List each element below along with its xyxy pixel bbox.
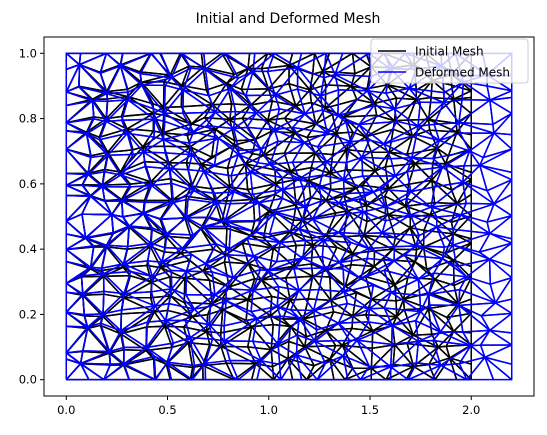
- x-tick-label: 1.0: [260, 403, 278, 417]
- y-tick-label: 0.2: [19, 307, 37, 321]
- deformed-mesh-element: [202, 52, 227, 71]
- deformed-mesh-element: [160, 52, 183, 79]
- legend-label-initial-mesh: Initial Mesh: [415, 45, 484, 59]
- x-tick-label: 0.0: [57, 403, 75, 417]
- y-tick-label: 0.6: [19, 177, 37, 191]
- y-tick-label: 1.0: [19, 46, 37, 60]
- axes-border: [43, 36, 535, 397]
- deformed-mesh-element: [252, 52, 276, 72]
- deformed-mesh-element: [78, 52, 108, 66]
- x-tick-label: 1.5: [361, 403, 379, 417]
- legend-box: [370, 38, 529, 84]
- plot-area: [65, 52, 513, 381]
- legend-label-deformed-mesh: Deformed Mesh: [415, 66, 510, 80]
- y-axis: 0.0 0.2 0.4 0.6 0.8 1.0: [19, 46, 44, 387]
- x-tick-label: 0.5: [158, 403, 176, 417]
- y-tick-label: 0.8: [19, 112, 37, 126]
- x-axis: 0.0 0.5 1.0 1.5 2.0: [57, 396, 480, 417]
- y-tick-label: 0.0: [19, 373, 37, 387]
- x-tick-label: 2.0: [462, 403, 480, 417]
- chart-title: Initial and Deformed Mesh: [196, 11, 381, 27]
- deformed-mesh-element: [296, 52, 327, 69]
- deformed-mesh-element: [119, 52, 153, 67]
- axes-frame: [43, 36, 535, 397]
- deformed-mesh-element: [334, 52, 370, 76]
- legend: Initial Mesh Deformed Mesh: [370, 38, 529, 84]
- y-tick-label: 0.4: [19, 242, 37, 256]
